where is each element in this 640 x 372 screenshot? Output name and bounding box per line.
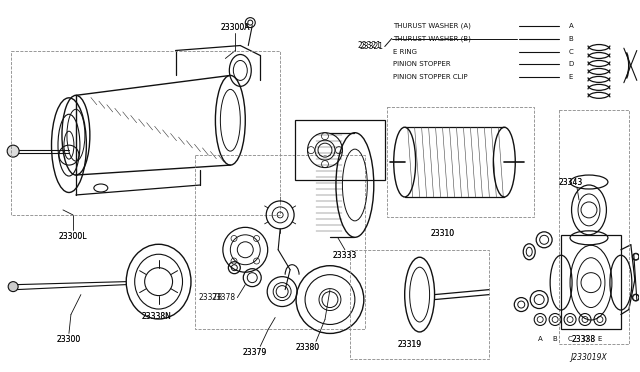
Bar [387, 107, 534, 217]
Circle shape [7, 145, 19, 157]
Bar [295, 120, 385, 180]
Text: 23319: 23319 [397, 340, 422, 349]
Text: 23300: 23300 [57, 335, 81, 344]
Bar [11, 51, 280, 215]
Text: A: A [569, 23, 573, 29]
Text: A: A [538, 336, 543, 342]
Text: 23333: 23333 [333, 251, 357, 260]
Text: 23380: 23380 [296, 343, 320, 352]
Text: C: C [568, 336, 572, 342]
Text: 23379: 23379 [242, 348, 266, 357]
Text: B: B [553, 336, 557, 342]
Bar [350, 250, 490, 359]
Text: 23300A: 23300A [221, 23, 250, 32]
Text: 23300L: 23300L [59, 232, 87, 241]
Text: E: E [598, 336, 602, 342]
Bar [559, 110, 629, 344]
Text: PINION STOPPER CLIP: PINION STOPPER CLIP [393, 74, 467, 80]
Circle shape [8, 282, 18, 292]
Text: 23321: 23321 [360, 42, 384, 51]
Text: D: D [582, 336, 588, 342]
Text: THURUST WASHER (A): THURUST WASHER (A) [393, 22, 470, 29]
Text: B: B [569, 36, 573, 42]
Text: 23310: 23310 [431, 229, 454, 238]
Text: C: C [569, 48, 573, 55]
Text: 23338N: 23338N [141, 312, 172, 321]
Text: 23338: 23338 [572, 335, 596, 344]
Text: D: D [568, 61, 573, 67]
Text: 23300A: 23300A [221, 23, 250, 32]
Text: E: E [569, 74, 573, 80]
Text: 23343: 23343 [559, 177, 583, 186]
Bar [561, 235, 621, 330]
Text: 23338: 23338 [572, 335, 596, 344]
Text: 23321: 23321 [358, 41, 382, 50]
Text: THURUST WASHER (B): THURUST WASHER (B) [393, 35, 470, 42]
Text: 23300: 23300 [57, 335, 81, 344]
Text: 23333: 23333 [333, 251, 357, 260]
Text: J233019X: J233019X [571, 353, 607, 362]
Text: 23338N: 23338N [141, 312, 172, 321]
Text: PINION STOPPER: PINION STOPPER [393, 61, 451, 67]
Text: 23310: 23310 [431, 229, 454, 238]
Bar [195, 155, 365, 330]
Text: 23380: 23380 [296, 343, 320, 352]
Text: E RING: E RING [393, 48, 417, 55]
Text: 23343: 23343 [559, 177, 583, 186]
Text: 23300L: 23300L [59, 232, 87, 241]
Text: 23319: 23319 [397, 340, 422, 349]
Text: 23378: 23378 [211, 293, 236, 302]
Text: 23379: 23379 [242, 348, 266, 357]
Text: 23378: 23378 [198, 293, 223, 302]
